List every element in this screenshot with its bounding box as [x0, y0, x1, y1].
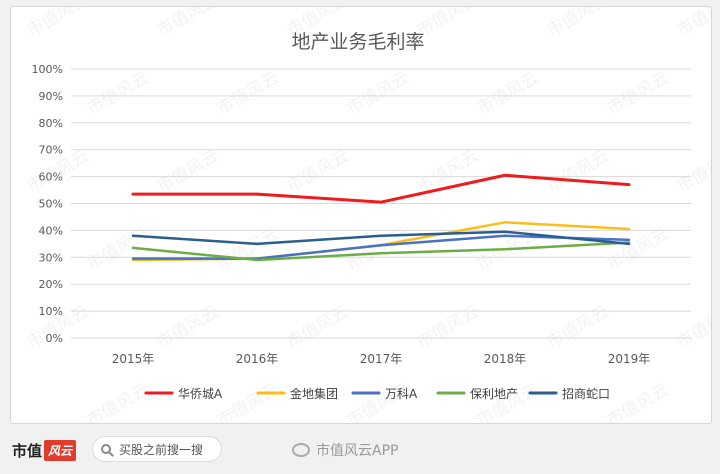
watermark-text: 市值风云	[214, 224, 283, 275]
watermark-text: 市值风云	[674, 7, 712, 41]
data-point	[380, 244, 383, 247]
y-tick-label: 40%	[39, 224, 63, 237]
x-tick-label: 2018年	[484, 352, 527, 366]
data-point	[380, 234, 383, 237]
y-tick-label: 30%	[39, 251, 63, 264]
watermark-text: 市值风云	[214, 380, 283, 423]
y-tick-label: 20%	[39, 278, 63, 291]
watermark-text: 市值风云	[154, 7, 223, 41]
watermark-text: 市值风云	[604, 380, 673, 423]
y-tick-label: 100%	[32, 63, 63, 76]
chart-title: 地产业务毛利率	[291, 31, 424, 53]
y-tick-label: 0%	[46, 332, 63, 345]
data-point	[132, 234, 135, 237]
search-text: 买股之前搜一搜	[119, 442, 204, 457]
x-tick-label: 2015年	[112, 352, 155, 366]
legend-label: 保利地产	[470, 387, 518, 401]
search-icon	[101, 444, 111, 454]
watermark-text: 市值风云	[284, 302, 353, 353]
data-point	[132, 257, 135, 260]
y-tick-label: 60%	[39, 171, 63, 184]
watermark-text: 市值风云	[604, 68, 673, 119]
legend-label: 华侨城A	[178, 387, 223, 401]
data-point	[628, 183, 631, 186]
legend-label: 招商蛇口	[562, 386, 610, 401]
watermark-text: 市值风云	[674, 146, 712, 197]
watermark-text: 市值风云	[344, 224, 413, 275]
data-point	[504, 248, 507, 251]
data-point	[380, 201, 383, 204]
watermark-text: 市值风云	[414, 302, 483, 353]
search-box[interactable]: 买股之前搜一搜	[92, 436, 222, 462]
x-tick-label: 2016年	[236, 352, 279, 366]
watermark-text: 市值风云	[24, 7, 93, 41]
app-label: 市值风云APP	[316, 443, 399, 459]
app-watermark: 市值风云APP	[292, 440, 398, 460]
data-point	[504, 234, 507, 237]
brand-mark: 风云	[44, 439, 77, 461]
x-tick-label: 2019年	[608, 352, 651, 366]
y-tick-label: 70%	[39, 144, 63, 157]
data-point	[132, 193, 135, 196]
series-line-1	[131, 173, 631, 204]
data-point	[256, 258, 259, 261]
data-point	[256, 242, 259, 245]
watermark-text: 市值风云	[414, 146, 483, 197]
legend-label: 金地集团	[290, 386, 338, 401]
data-point	[504, 230, 507, 233]
y-tick-label: 50%	[39, 198, 63, 211]
y-tick-label: 10%	[39, 305, 63, 318]
data-point	[504, 221, 507, 224]
data-point	[628, 238, 631, 241]
data-point	[380, 252, 383, 255]
watermark-text: 市值风云	[674, 302, 712, 353]
chart-card: 市值风云 市值风云 市值风云 市值风云 市值风云 市值风云 市值风云 市值风云 市值风云 市值风云…	[10, 6, 712, 424]
watermark-text: 市值风云	[604, 224, 673, 275]
x-tick-label: 2017年	[360, 352, 403, 366]
x-axis-ticks: 2015年 2016年 2017年 2018年 2019年	[112, 352, 651, 366]
series-lines	[131, 173, 631, 262]
watermark-text: 市值风云	[84, 380, 153, 423]
watermark-text: 市值风云	[214, 68, 283, 119]
data-point	[132, 246, 135, 249]
data-point	[628, 228, 631, 231]
weibo-icon	[292, 443, 310, 457]
y-axis-ticks: 0% 10% 20% 30% 40% 50% 60% 70% 80% 90% 100%	[32, 63, 63, 345]
watermark-text: 市值风云	[344, 68, 413, 119]
y-tick-label: 90%	[39, 90, 63, 103]
brand-logo[interactable]: 市值 风云	[12, 438, 77, 462]
watermark-text: 市值风云	[154, 146, 223, 197]
watermark-text: 市值风云	[544, 146, 613, 197]
y-tick-label: 80%	[39, 117, 63, 130]
watermark-text: 市值风云	[474, 68, 543, 119]
data-point	[256, 193, 259, 196]
data-point	[504, 174, 507, 177]
legend: 华侨城A 金地集团 万科A 保利地产 招商蛇口	[144, 386, 610, 401]
watermark-text: 市值风云	[284, 146, 353, 197]
watermark-text: 市值风云	[154, 302, 223, 353]
series-line-5	[131, 230, 631, 246]
legend-label: 万科A	[385, 387, 418, 401]
watermark-text: 市值风云	[84, 68, 153, 119]
footer-bar: 市值 风云 买股之前搜一搜 市值风云APP	[0, 426, 720, 474]
data-point	[628, 242, 631, 245]
series-line-4	[131, 241, 631, 262]
watermark-text: 市值风云	[544, 302, 613, 353]
series-line-3	[131, 234, 631, 260]
watermark-text: 市值风云	[544, 7, 613, 41]
brand-text: 市值	[12, 441, 43, 460]
